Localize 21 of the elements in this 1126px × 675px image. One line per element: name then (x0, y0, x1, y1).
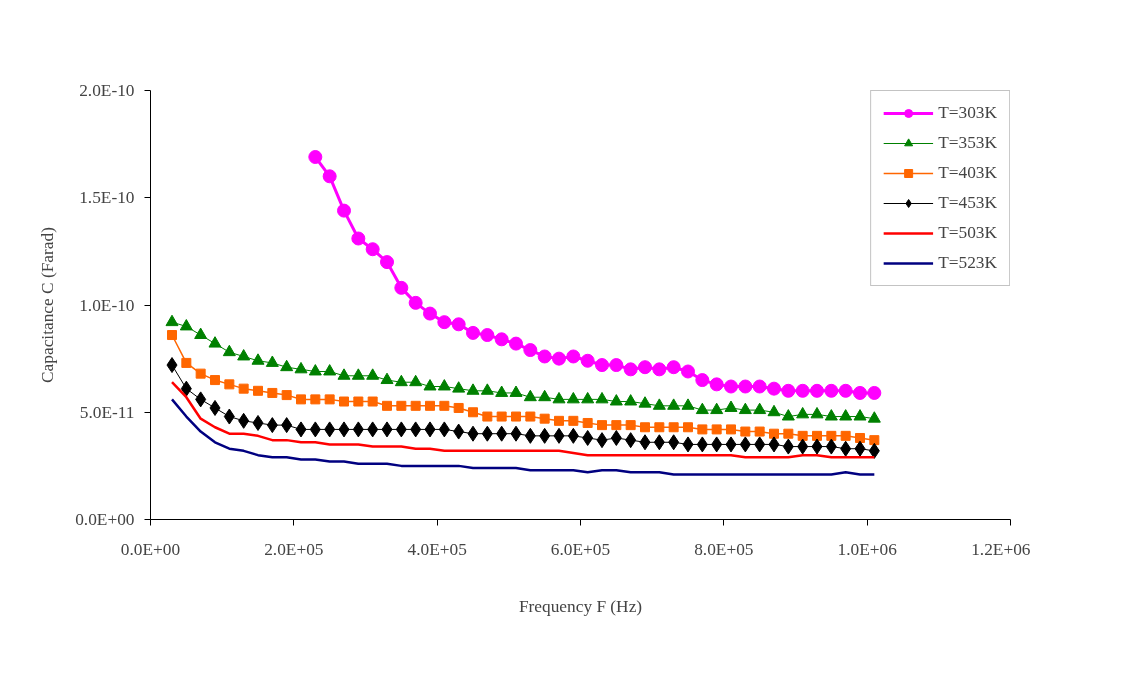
x-tick-label: 0.0E+00 (120, 539, 181, 559)
x-tick-label: 4.0E+05 (407, 539, 467, 559)
legend-label: T=453K (938, 193, 997, 213)
x-tick-label: 8.0E+05 (694, 539, 754, 559)
y-tick-label: 2.0E-10 (79, 81, 135, 100)
legend-label: T=303K (938, 103, 997, 123)
x-tick-label: 6.0E+05 (550, 539, 611, 559)
legend-label: T=523K (938, 253, 997, 273)
legend-label: T=353K (938, 133, 997, 153)
y-axis-title: Capacitance C (Farad) (38, 226, 58, 383)
line-series (170, 398, 876, 476)
y-tick-label: 5.0E-11 (79, 402, 135, 422)
x-tick-label: 1.0E+06 (837, 539, 898, 559)
legend-label: T=503K (938, 223, 997, 243)
x-tick-label: 2.0E+05 (264, 539, 324, 559)
y-tick-label: 1.5E-10 (79, 188, 135, 208)
x-tick-label: 1.2E+06 (971, 539, 1031, 559)
y-tick-label: 0.0E+00 (75, 510, 135, 529)
x-axis-title: Frequency F (Hz) (518, 596, 643, 616)
legend-label: T=403K (938, 163, 997, 183)
y-tick-label: 1.0E-10 (79, 295, 135, 315)
